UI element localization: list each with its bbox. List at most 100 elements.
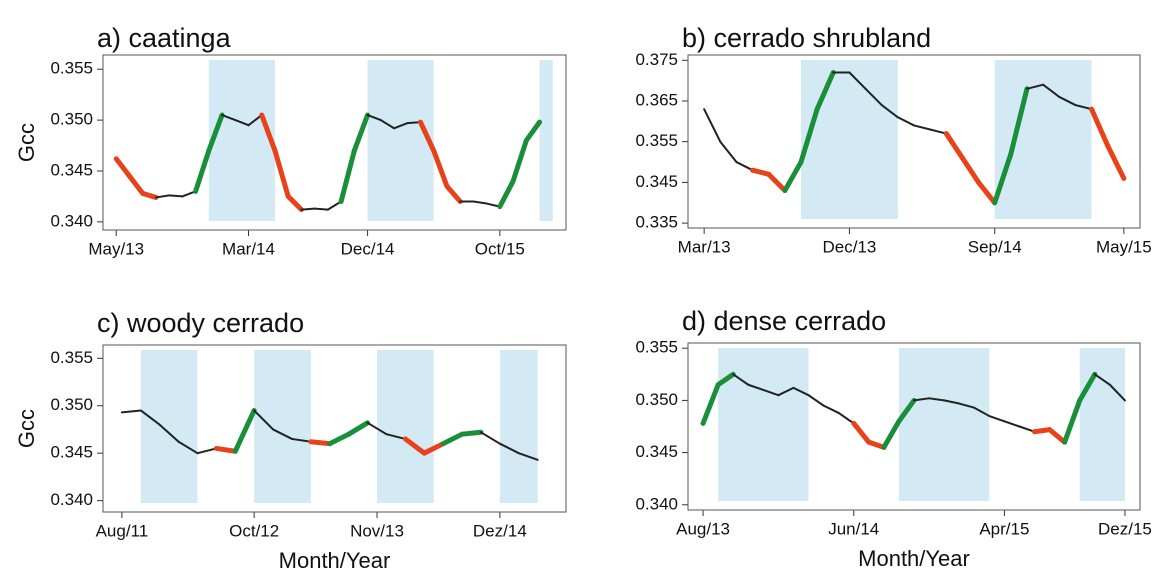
curve-segment: [992, 151, 1014, 206]
curve-segment: [510, 137, 529, 184]
curve-segment: [715, 371, 736, 388]
x-tick-label: May/13: [88, 239, 144, 258]
curve-segment: [976, 179, 998, 206]
curve-segment: [1018, 425, 1036, 433]
curve-segment: [719, 140, 738, 164]
y-tick-label: 0.345: [635, 172, 678, 191]
x-tick-label: Dec/13: [822, 237, 876, 256]
curve-segment: [814, 70, 836, 112]
curve-segment: [444, 183, 463, 205]
shaded-period: [994, 60, 1092, 219]
curve-segment: [213, 445, 238, 454]
shaded-period: [539, 60, 553, 221]
panel-title: d) dense cerrado: [682, 306, 886, 336]
curve-segment: [837, 411, 855, 425]
curve-segment: [497, 178, 516, 210]
y-tick-label: 0.345: [50, 160, 93, 179]
curve-segment: [120, 409, 142, 414]
curve-segment: [881, 418, 902, 450]
plot-frame: [687, 54, 1141, 229]
curve-segment: [431, 148, 450, 189]
curve-segment: [140, 190, 159, 200]
curve-segment: [807, 394, 825, 407]
shaded-period: [254, 350, 311, 503]
y-tick-label: 0.355: [50, 59, 93, 78]
y-tick-label: 0.355: [50, 348, 93, 367]
curve-segment: [272, 148, 291, 199]
curve-segment: [158, 423, 180, 443]
curve-segment: [703, 108, 722, 143]
curve-segment: [1108, 383, 1126, 402]
curve-segment: [866, 439, 887, 450]
curve-segment: [234, 119, 250, 127]
curve-segment: [943, 131, 965, 161]
y-tick-label: 0.355: [635, 131, 678, 150]
panel-title: a) caatinga: [97, 23, 232, 53]
y-tick-label: 0.340: [635, 494, 678, 513]
y-tick-label: 0.345: [635, 442, 678, 461]
curve-segment: [290, 437, 312, 443]
curve-segment: [366, 421, 388, 436]
y-tick-label: 0.345: [50, 443, 93, 462]
curve-segment: [864, 87, 883, 107]
curve-segment: [168, 194, 184, 198]
curve-segment: [479, 431, 501, 445]
curve-segment: [896, 116, 915, 127]
curve-segment: [913, 397, 931, 402]
curve-segment: [943, 399, 961, 405]
curve-segment: [498, 442, 520, 455]
curve-segment: [1093, 373, 1111, 386]
shaded-period: [898, 348, 990, 501]
curve-segment: [308, 439, 333, 447]
curve-segment: [139, 409, 161, 426]
curve-segment: [848, 71, 867, 90]
curve-segment: [1047, 427, 1068, 445]
curve-segment: [326, 200, 343, 211]
curve-segment: [747, 383, 765, 391]
y-tick-label: 0.355: [635, 338, 678, 357]
y-tick-label: 0.335: [635, 213, 678, 232]
x-tick-label: Mar/14: [222, 239, 275, 258]
shaded-period: [367, 60, 434, 221]
curve-segment: [798, 106, 820, 165]
curve-segment: [338, 148, 357, 205]
shaded-period: [801, 60, 898, 219]
x-tick-label: Dez/14: [473, 521, 527, 540]
curve-segment: [154, 194, 171, 199]
curve-segment: [247, 114, 263, 127]
panel-title: c) woody cerrado: [97, 308, 304, 338]
shaded-period: [140, 350, 198, 503]
curve-segment: [440, 431, 465, 447]
curve-segment: [735, 161, 754, 172]
curve-segment: [272, 428, 293, 440]
curve-segment: [196, 447, 218, 455]
curve-segment: [177, 440, 199, 455]
curve-segment: [929, 128, 948, 135]
x-tick-label: Apr/15: [979, 519, 1029, 538]
y-tick-label: 0.350: [50, 395, 93, 414]
curve-segment: [700, 382, 721, 426]
curve-segment: [762, 388, 780, 397]
curve-segment: [1058, 95, 1077, 107]
curve-segment: [221, 114, 237, 122]
shaded-period: [377, 350, 434, 503]
curve-segment: [1074, 104, 1093, 111]
y-tick-label: 0.365: [635, 90, 678, 109]
curve-segment: [988, 415, 1006, 423]
curve-segment: [232, 407, 257, 454]
y-tick-label: 0.375: [635, 50, 678, 69]
curve-segment: [1008, 86, 1030, 157]
x-tick-label: Nov/13: [350, 521, 404, 540]
curve-segment: [421, 441, 446, 456]
curve-segment: [928, 397, 946, 402]
curve-segment: [346, 420, 371, 437]
curve-segment: [732, 373, 750, 386]
curve-segment: [126, 173, 146, 196]
x-axis-title: Month/Year: [279, 548, 391, 573]
curve-segment: [379, 119, 396, 130]
y-axis-title: Gcc: [14, 123, 39, 162]
curve-segment: [777, 386, 795, 397]
x-tick-label: Jun/14: [828, 519, 879, 538]
plot-frame: [102, 344, 567, 513]
